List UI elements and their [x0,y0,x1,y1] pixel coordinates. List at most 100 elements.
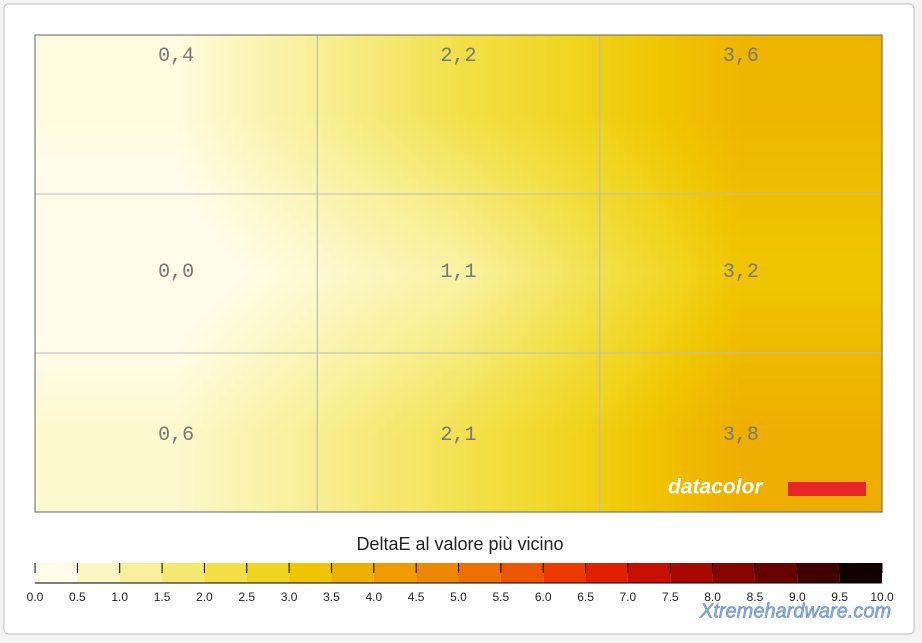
heat-pixel [731,403,740,412]
heat-pixel [355,155,364,164]
heat-pixel [355,115,364,124]
heat-pixel [347,331,356,340]
heat-pixel [427,115,436,124]
heat-pixel [363,403,372,412]
heat-pixel [467,179,476,188]
heat-pixel [851,131,860,140]
heat-pixel [451,235,460,244]
heat-pixel [347,275,356,284]
heat-pixel [691,203,700,212]
heat-pixel [355,243,364,252]
heat-pixel [803,259,812,268]
heat-pixel [819,227,828,236]
heat-pixel [299,379,308,388]
heat-pixel [699,59,708,68]
heat-pixel [267,83,276,92]
heat-pixel [699,67,708,76]
heat-pixel [379,355,388,364]
heat-pixel [267,339,276,348]
heat-pixel [755,275,764,284]
heat-pixel [555,363,564,372]
heat-pixel [787,139,796,148]
heat-pixel [459,83,468,92]
heat-pixel [163,219,172,228]
heat-pixel [195,363,204,372]
heat-pixel [771,147,780,156]
heat-pixel [619,251,628,260]
heat-pixel [747,331,756,340]
heat-pixel [291,35,300,44]
heat-pixel [323,171,332,180]
heat-pixel [851,51,860,60]
heat-pixel [715,379,724,388]
heat-pixel [747,243,756,252]
heat-pixel [699,347,708,356]
heat-pixel [171,131,180,140]
heat-pixel [203,363,212,372]
heat-pixel [459,91,468,100]
heat-pixel [51,187,60,196]
heat-pixel [251,379,260,388]
heat-pixel [83,91,92,100]
heat-pixel [491,75,500,84]
heat-pixel [475,363,484,372]
heat-pixel [859,83,868,92]
heat-pixel [515,123,524,132]
heat-pixel [715,211,724,220]
heat-pixel [267,139,276,148]
heat-pixel [35,411,44,420]
heat-pixel [675,59,684,68]
heat-pixel [75,59,84,68]
heat-pixel [299,179,308,188]
heat-pixel [83,43,92,52]
heat-pixel [683,123,692,132]
heat-pixel [123,99,132,108]
heat-pixel [219,243,228,252]
heat-pixel [683,43,692,52]
heat-pixel [299,259,308,268]
heat-pixel [203,243,212,252]
heat-pixel [219,363,228,372]
heat-pixel [539,323,548,332]
heat-pixel [443,339,452,348]
heat-pixel [331,267,340,276]
heat-pixel [819,371,828,380]
heat-pixel [531,315,540,324]
heat-pixel [867,363,876,372]
heat-pixel [619,83,628,92]
heat-pixel [787,307,796,316]
heat-pixel [771,363,780,372]
heat-pixel [843,331,852,340]
heat-pixel [131,179,140,188]
heat-pixel [323,307,332,316]
heat-pixel [619,227,628,236]
heat-pixel [451,227,460,236]
heat-pixel [371,259,380,268]
heat-pixel [835,99,844,108]
heat-pixel [75,211,84,220]
heat-pixel [307,355,316,364]
heat-pixel [707,187,716,196]
heat-pixel [811,227,820,236]
heat-pixel [795,171,804,180]
heat-pixel [547,171,556,180]
heat-pixel [291,339,300,348]
heat-pixel [251,395,260,404]
heat-pixel [243,347,252,356]
heat-pixel [75,91,84,100]
heat-pixel [835,275,844,284]
heat-pixel [867,371,876,380]
heat-pixel [323,243,332,252]
heat-pixel [83,267,92,276]
heat-pixel [771,235,780,244]
heat-pixel [603,283,612,292]
heat-pixel [299,99,308,108]
heat-pixel [603,251,612,260]
heat-pixel [123,155,132,164]
heat-pixel [227,219,236,228]
heat-pixel [523,315,532,324]
heat-pixel [131,307,140,316]
heat-pixel [715,267,724,276]
heat-pixel [771,283,780,292]
heat-pixel [299,395,308,404]
